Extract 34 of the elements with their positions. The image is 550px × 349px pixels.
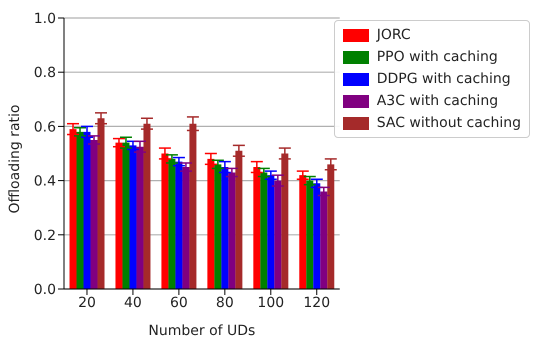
y-tick-label: 0.6 — [34, 119, 56, 136]
bar — [175, 162, 182, 289]
x-tick-label: 20 — [78, 294, 96, 311]
x-tick-label: 100 — [257, 294, 284, 311]
bar — [115, 142, 122, 289]
legend-label: SAC without caching — [376, 114, 521, 133]
legend-label: A3C with caching — [376, 92, 498, 111]
bar — [90, 140, 98, 289]
bar — [129, 145, 136, 289]
bar — [313, 183, 320, 289]
bar — [306, 180, 314, 289]
y-axis-title: Offloading ratio — [6, 104, 23, 214]
bar — [320, 191, 328, 289]
legend-label: PPO with caching — [376, 48, 498, 67]
y-tick-label: 1.0 — [34, 10, 56, 27]
bar — [76, 132, 84, 289]
legend-label: JORC — [376, 26, 411, 45]
bar — [182, 167, 190, 289]
bar — [228, 172, 236, 289]
bar — [168, 158, 176, 289]
y-tick-label: 0.8 — [34, 65, 56, 82]
y-tick-label: 0.2 — [34, 228, 56, 244]
bar — [267, 175, 274, 289]
x-tick-label: 60 — [170, 294, 188, 311]
x-tick-label: 80 — [216, 294, 234, 311]
x-axis-title: Number of UDs — [148, 323, 256, 339]
x-tick-label: 40 — [124, 294, 142, 311]
y-tick-label: 0.4 — [34, 174, 56, 190]
bar — [260, 172, 268, 289]
y-tick-label: 0.0 — [34, 282, 56, 298]
x-tick-label: 120 — [303, 294, 330, 311]
bar — [299, 175, 306, 289]
bar — [214, 164, 222, 289]
legend-label: DDPG with caching — [376, 70, 511, 89]
